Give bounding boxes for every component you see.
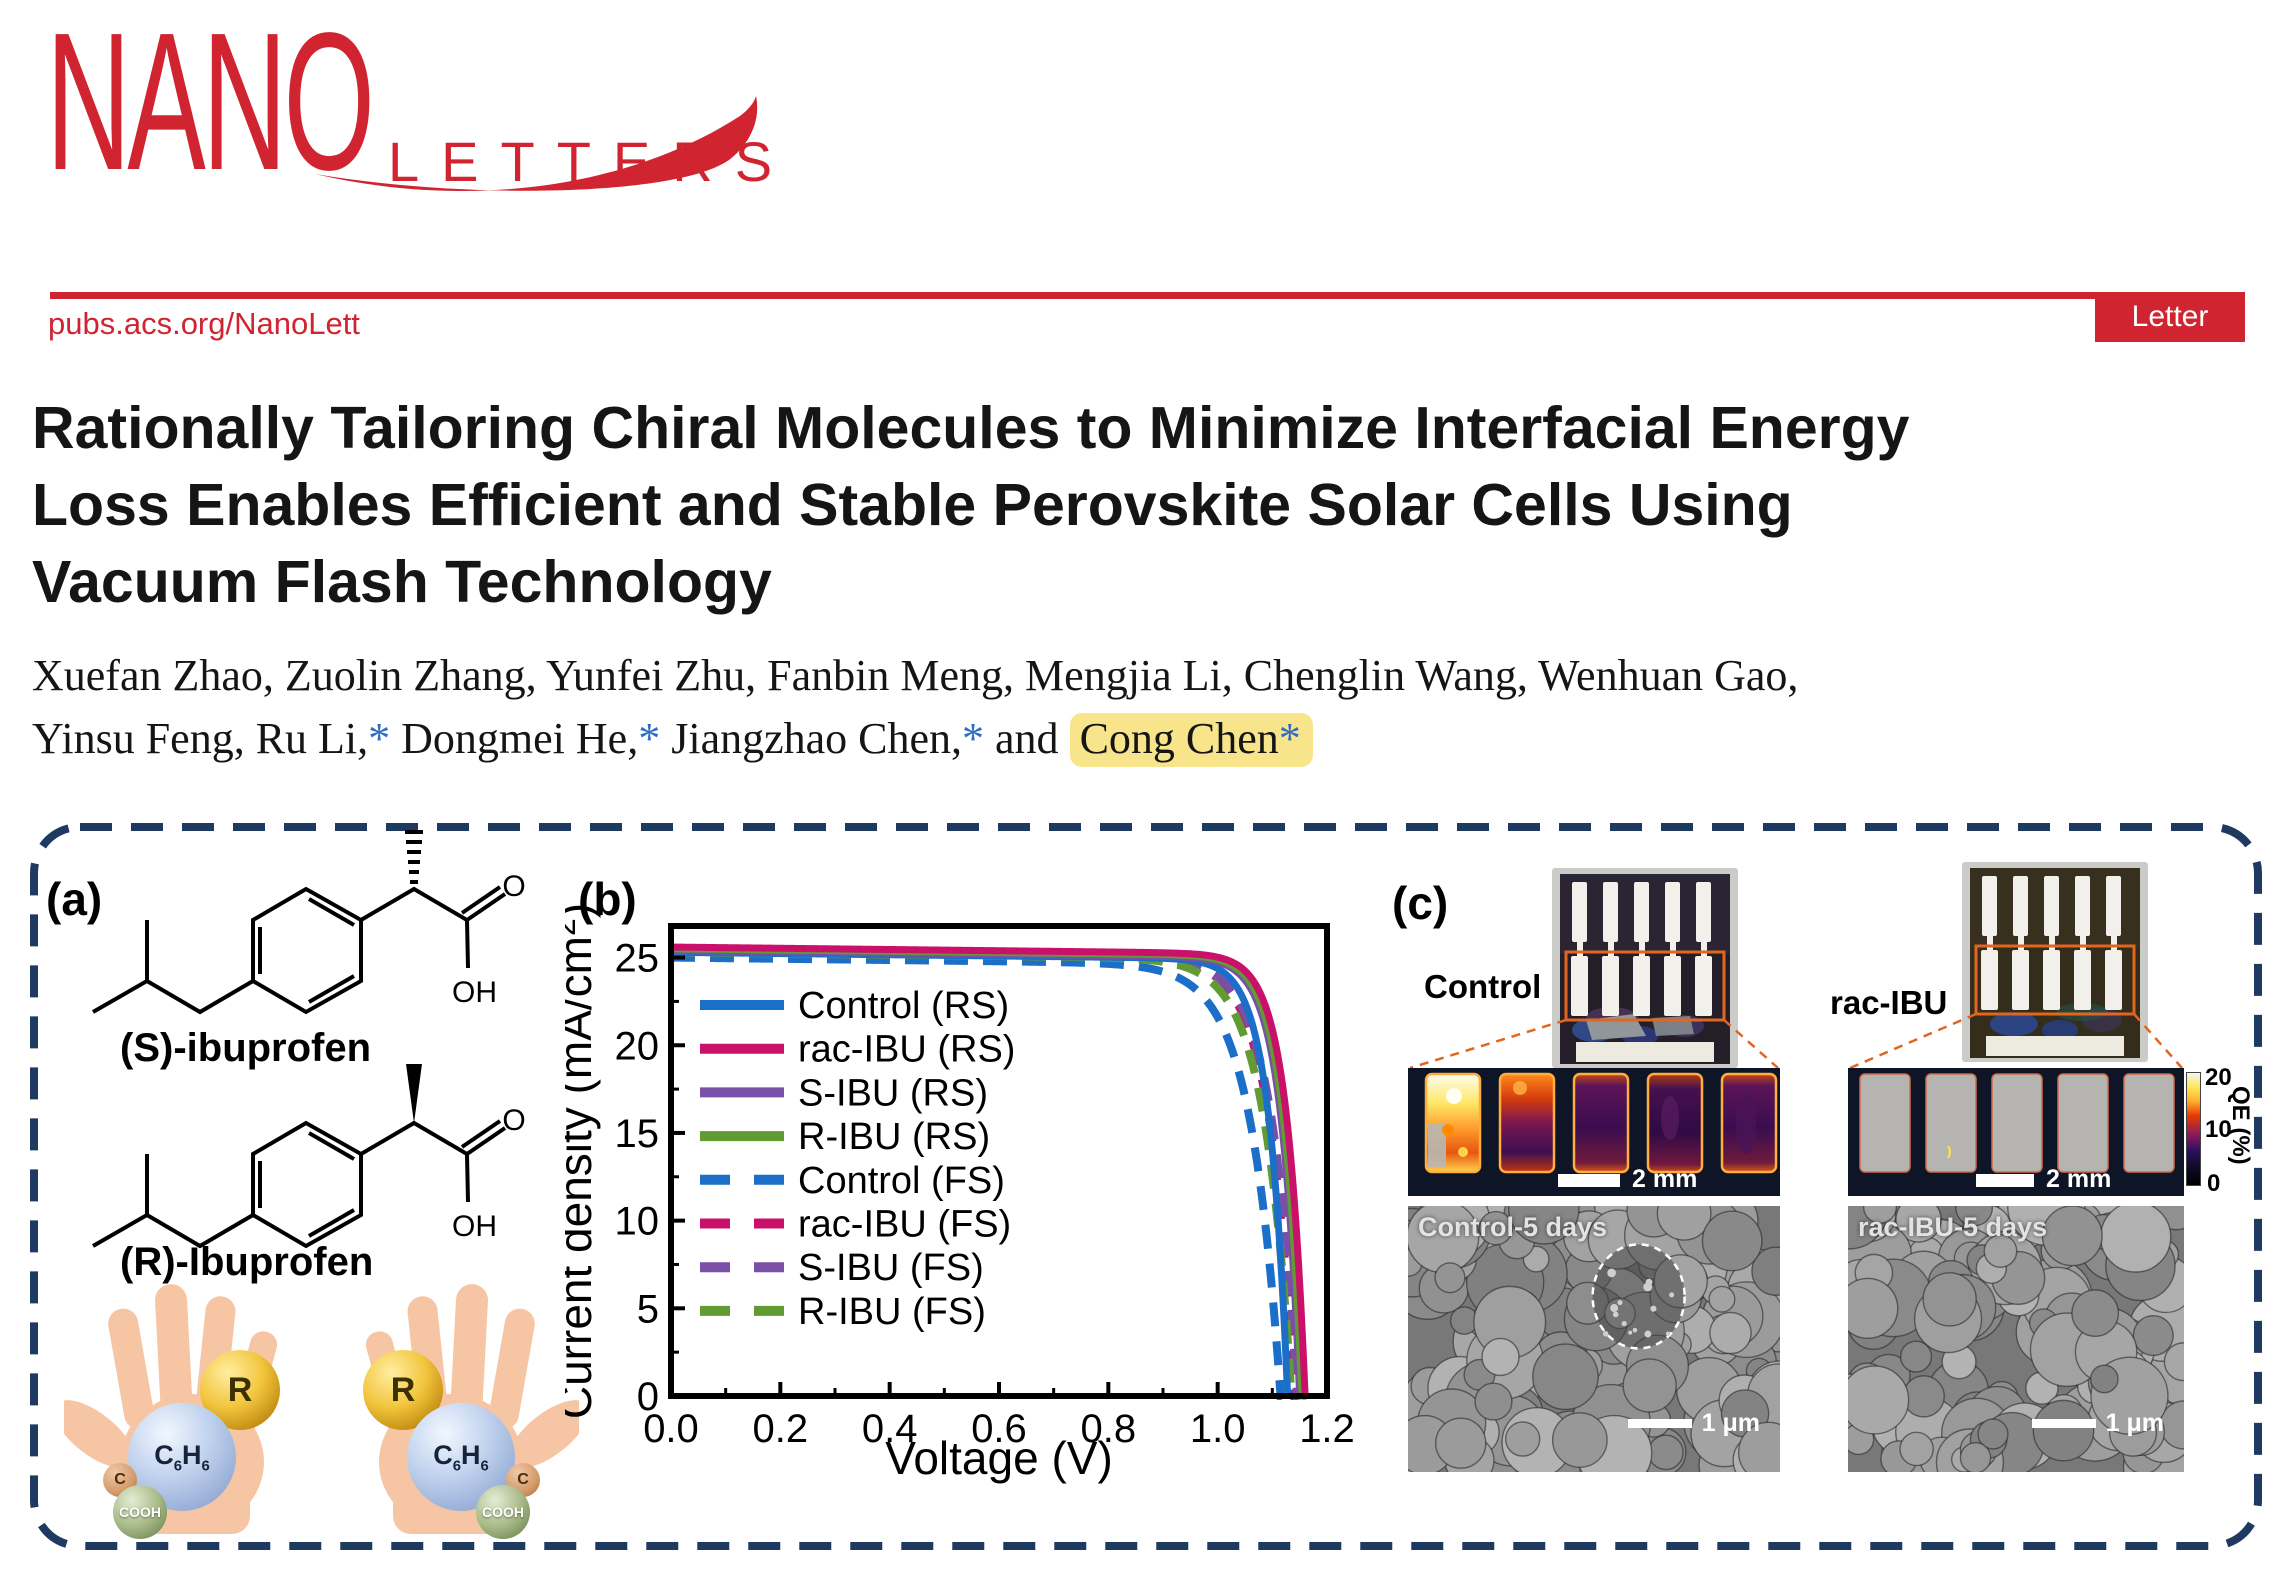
svg-text:1.0: 1.0 xyxy=(1190,1407,1246,1451)
atom-o-label: O xyxy=(502,870,525,903)
qe-scalebar-label: 2 mm xyxy=(1632,1165,1697,1193)
svg-text:Voltage (V): Voltage (V) xyxy=(885,1432,1113,1484)
article-title: Rationally Tailoring Chiral Molecules to… xyxy=(32,390,2272,621)
title-line-2: Loss Enables Efficient and Stable Perovs… xyxy=(32,472,1793,538)
rac-ibu-sem-label: rac-IBU-5 days xyxy=(1858,1212,2048,1242)
panel-a-label: (a) xyxy=(46,873,103,925)
cooh-label: COOH xyxy=(119,1504,161,1520)
rac-ibu-device-label: rac-IBU xyxy=(1830,984,1948,1021)
svg-text:0.8: 0.8 xyxy=(1081,1407,1137,1451)
svg-text:Current density (mA/cm2): Current density (mA/cm2) xyxy=(565,903,601,1419)
authors-seg: Yinsu Feng, Ru Li, xyxy=(32,714,369,763)
header-rule xyxy=(50,292,2245,299)
graphical-abstract-border xyxy=(30,823,2262,1550)
svg-text:rac-IBU (RS): rac-IBU (RS) xyxy=(798,1029,1015,1071)
control-device-label: Control xyxy=(1424,968,1542,1005)
svg-text:Control (FS): Control (FS) xyxy=(798,1160,1005,1202)
qe-scalebar-label: 2 mm xyxy=(2046,1165,2111,1193)
r-ibuprofen-structure: O OH xyxy=(92,1064,526,1249)
svg-text:Control (RS): Control (RS) xyxy=(798,985,1009,1027)
authors-seg: Dongmei He, xyxy=(390,714,639,763)
r-group-label: R xyxy=(390,1370,416,1409)
svg-text:5: 5 xyxy=(637,1287,659,1331)
atom-oh-label: OH xyxy=(452,976,497,1009)
title-line-1: Rationally Tailoring Chiral Molecules to… xyxy=(32,395,1910,461)
svg-text:S-IBU (RS): S-IBU (RS) xyxy=(798,1072,988,1114)
authors-seg: Jiangzhao Chen, xyxy=(660,714,963,763)
rac-ibu-device-photo xyxy=(1962,862,2148,1062)
scalebar-bar xyxy=(1627,1419,1692,1428)
cooh-sphere: COOH xyxy=(476,1485,530,1539)
colorbar-max-label: 20 xyxy=(2205,1064,2232,1091)
panel-b-label: (b) xyxy=(578,873,637,925)
journal-url-link[interactable]: pubs.acs.org/NanoLett xyxy=(48,306,360,341)
zoom-region-outline xyxy=(1564,950,1726,1022)
cooh-label: COOH xyxy=(482,1504,524,1520)
logo-swoosh-icon xyxy=(315,96,758,191)
journal-logo-nano: NANO xyxy=(46,0,375,211)
title-line-3: Vacuum Flash Technology xyxy=(32,549,772,615)
svg-text:rac-IBU (FS): rac-IBU (FS) xyxy=(798,1204,1011,1246)
benzene-label: C6H6 xyxy=(433,1439,489,1475)
benzene-sphere: C6H6 xyxy=(128,1403,236,1511)
highlighted-author-name: Cong Chen xyxy=(1079,714,1279,763)
svg-text:0.4: 0.4 xyxy=(862,1407,918,1451)
authors-line-1: Xuefan Zhao, Zuolin Zhang, Yunfei Zhu, F… xyxy=(32,651,1799,700)
svg-text:15: 15 xyxy=(615,1112,660,1156)
rac-ibu-qe-map: 2 mm xyxy=(1848,1068,2184,1196)
control-sem-label: Control-5 days xyxy=(1418,1212,1608,1242)
scalebar-label: 1 μm xyxy=(1701,1409,1760,1437)
r-group-label: R xyxy=(227,1370,253,1409)
chiral-hands-illustration: R C6H6 C COOH R C6H6 C COOH xyxy=(43,1272,600,1539)
article-type-badge: Letter xyxy=(2095,292,2245,342)
svg-text:25: 25 xyxy=(615,937,660,981)
svg-text:20: 20 xyxy=(615,1024,660,1068)
control-qe-map: 2 mm xyxy=(1408,1068,1780,1196)
author-list: Xuefan Zhao, Zuolin Zhang, Yunfei Zhu, F… xyxy=(32,644,2272,770)
corresponding-author-star[interactable]: * xyxy=(368,714,391,763)
rac-ibu-sem-texture xyxy=(1810,1167,2214,1504)
corresponding-author-star[interactable]: * xyxy=(1278,714,1301,763)
scalebar-label: 1 μm xyxy=(2105,1409,2164,1437)
panel-c-label: (c) xyxy=(1392,877,1449,929)
atom-o-label: O xyxy=(502,1104,525,1137)
benzene-label: C6H6 xyxy=(154,1439,210,1475)
atom-oh-label: OH xyxy=(452,1210,497,1243)
svg-text:0: 0 xyxy=(637,1375,659,1419)
s-ibuprofen-label: (S)-ibuprofen xyxy=(120,1026,372,1070)
zoom-connector-lines xyxy=(1409,1012,2183,1070)
colorbar-mid-label: 10 xyxy=(2205,1116,2232,1143)
corresponding-author-star[interactable]: * xyxy=(638,714,661,763)
colorbar-min-label: 0 xyxy=(2207,1170,2221,1197)
zoom-region-outline xyxy=(1974,944,2136,1016)
svg-text:S-IBU (FS): S-IBU (FS) xyxy=(798,1247,984,1289)
sem-scalebar: 1 μm xyxy=(2031,1409,2164,1438)
cooh-sphere: COOH xyxy=(113,1485,167,1539)
svg-text:1.2: 1.2 xyxy=(1299,1407,1355,1451)
qe-colorbar xyxy=(2186,1072,2201,1186)
scalebar-bar xyxy=(2031,1419,2096,1428)
r-ibuprofen-label: (R)-Ibuprofen xyxy=(120,1240,374,1284)
sem-scalebar: 1 μm xyxy=(1627,1409,1760,1438)
corresponding-author-star[interactable]: * xyxy=(962,714,985,763)
c-atom-label: C xyxy=(517,1471,529,1488)
svg-text:R-IBU (RS): R-IBU (RS) xyxy=(798,1116,990,1158)
highlighted-author: Cong Chen* xyxy=(1069,713,1313,767)
authors-seg: and xyxy=(984,714,1070,763)
c-atom-label: C xyxy=(114,1471,126,1488)
control-device-photo xyxy=(1552,868,1738,1068)
colorbar-axis-label: QE (%) xyxy=(2227,1086,2254,1165)
svg-text:10: 10 xyxy=(615,1200,660,1244)
authors-line-2: Yinsu Feng, Ru Li,* Dongmei He,* Jiangzh… xyxy=(32,707,2272,770)
svg-text:0.2: 0.2 xyxy=(753,1407,809,1451)
rac-ibu-sem-image: rac-IBU-5 days 1 μm xyxy=(1810,1167,2214,1504)
svg-text:0.6: 0.6 xyxy=(971,1407,1027,1451)
control-sem-image: Control-5 days 1 μm xyxy=(1373,1172,1814,1496)
svg-text:R-IBU (FS): R-IBU (FS) xyxy=(798,1291,986,1333)
s-ibuprofen-structure: O OH xyxy=(92,830,526,1015)
jv-curve-chart: 0.0 0.2 0.4 0.6 0.8 1.0 1.2 0 5 10 15 20 25 Voltage (… xyxy=(565,903,1355,1484)
svg-text:0.0: 0.0 xyxy=(643,1407,699,1451)
